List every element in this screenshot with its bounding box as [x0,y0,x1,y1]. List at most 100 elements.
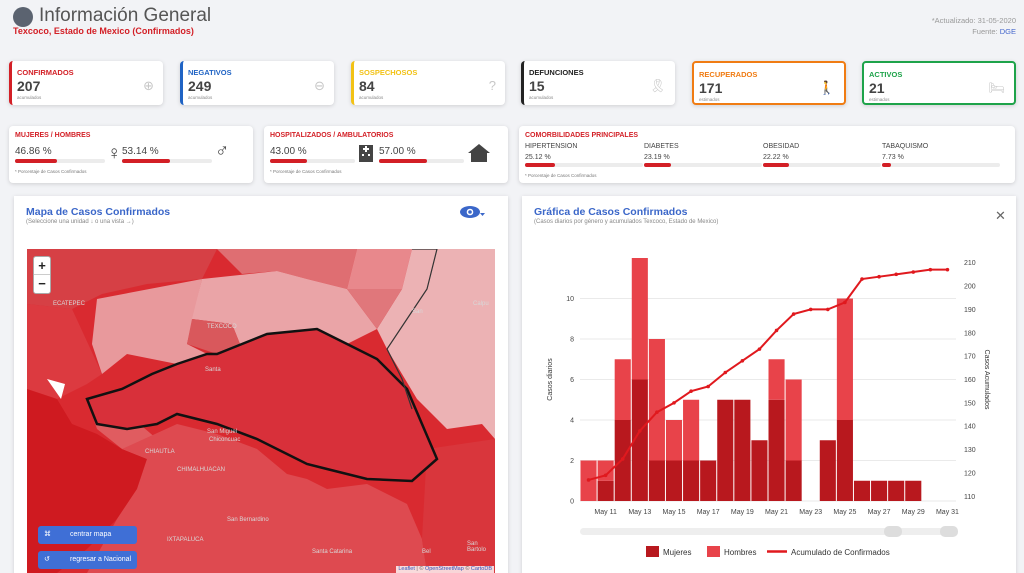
map-place-label: Santa Catarina [312,549,353,555]
map-region-north[interactable] [217,249,357,289]
map-place-label: ECATEPEC [53,301,85,307]
stat-card-defunciones: DEFUNCIONES 15 acumulados 🎗 [521,61,675,105]
question-circle-icon: ? [488,78,496,93]
y-left-tick-label: 2 [570,458,574,465]
stat-value: 249 [188,78,212,94]
leaflet-link[interactable]: Leaflet [398,566,415,572]
map-region-east[interactable] [377,249,495,439]
comorbidity-name: TABAQUISMO [882,143,929,150]
choropleth-map[interactable]: ECATEPEC Calpu TEXCOCO Santa San Miguel Chico… [27,249,495,573]
stat-card-recuperados: RECUPERADOS 171 estimados 🚶 [692,61,846,105]
bar-mujeres [631,379,648,501]
hospitalized-bar [270,159,355,163]
bar-mujeres [751,440,768,501]
map-region-south[interactable] [87,424,427,573]
map-region-papalotla[interactable] [347,289,402,329]
osm-link[interactable]: OpenStreetMap [424,566,464,572]
stat-value: 207 [17,78,41,94]
map-region-north-west[interactable] [27,249,217,309]
y-left-tick-label: 4 [570,418,574,425]
map-attribution: Leaflet | © OpenStreetMap © CartoDB [396,566,494,573]
chart-title: Gráfica de Casos Confirmados [534,206,688,218]
bar-hombres [631,258,648,380]
bar-mujeres [836,420,853,501]
map-region-texcoco-selected[interactable] [85,327,439,483]
stat-card-confirmados: CONFIRMADOS 207 acumulados ⊕ [9,61,163,105]
bed-icon: 🛏 [988,80,1005,95]
map-region-west[interactable] [27,304,102,399]
cumulative-point [826,307,830,312]
comorbidity-percent: 25.12 % [525,154,551,161]
cases-chart: 0 2 4 6 8 10 110 120 130 140 150 160 170 180 190 200 210… [547,258,990,557]
y-right-tick-label: 110 [964,494,975,501]
x-tick-label: May 29 [902,509,925,516]
map-region-atenco[interactable] [92,279,207,374]
comorbidities-title: COMORBILIDADES PRINCIPALES [525,132,639,139]
comorbidity-percent: 7.73 % [882,154,904,161]
y-right-tick-label: 170 [964,354,976,361]
cumulative-point [620,457,625,461]
stat-value: 171 [699,80,723,96]
men-percent: 53.14 % [122,146,159,157]
stat-card-sospechosos: SOSPECHOSOS 84 acumulados? [351,61,505,105]
stat-value: 21 [869,80,885,96]
cumulative-point [586,478,591,482]
y-right-tick-label: 200 [964,284,976,291]
comorbidities-card: COMORBILIDADES PRINCIPALES HIPERTENSION 2… [519,126,1015,183]
bar-hombres [768,359,785,400]
y-left-tick-label: 6 [570,377,574,384]
legend-label-acumulado: Acumulado de Confirmados [791,548,890,557]
map-region-north-east[interactable] [347,249,412,289]
carto-link[interactable]: CartoDB [470,566,492,572]
map-region-south-east[interactable] [422,439,495,573]
cumulative-point [689,389,693,393]
stat-label: CONFIRMADOS [17,68,74,77]
cumulative-point [723,370,728,375]
bar-mujeres [768,399,785,501]
map-region-small[interactable] [187,319,242,354]
cumulative-point [655,410,659,415]
minus-circle-icon: ⊖ [314,78,325,93]
cumulative-point [740,359,745,363]
female-icon: ♀ [107,143,122,164]
hospital-icon [359,145,373,162]
range-slider-handle-right [940,526,958,537]
compress-icon: ⌘ [44,531,51,538]
cumulative-point [877,274,881,279]
hospital-card: HOSPITALIZADOS / AMBULATORIOS 43.00 % 57… [264,126,508,183]
source-link[interactable]: DGE [999,27,1016,36]
view-toggle-eye-icon[interactable] [460,205,485,219]
cumulative-point [672,401,676,405]
back-national-button[interactable]: ↺ regresar a Nacional [38,551,137,569]
zoom-out-button[interactable]: − [38,276,46,291]
hospital-card-title: HOSPITALIZADOS / AMBULATORIOS [270,132,394,139]
bar-mujeres [683,460,700,501]
y-right-tick-label: 210 [964,260,976,267]
center-map-button[interactable]: ⌘ centrar mapa [38,526,137,544]
updated-date: *Actualizado: 31-05-2020 [931,16,1016,25]
cumulative-point [945,267,950,272]
bar-mujeres [734,399,751,501]
male-icon: ♂ [215,141,230,162]
bar-mujeres [717,399,734,501]
map-place-label: CHIMALHUACAN [177,467,226,473]
bar-mujeres [819,440,836,501]
stat-label: DEFUNCIONES [529,68,584,77]
bar-hombres [683,399,700,461]
stat-card-negativos: NEGATIVOS 249 acumulados ⊖ [180,61,334,105]
source-label: Fuente: [972,27,998,36]
map-region-texcoco-north[interactable] [192,271,377,349]
stat-sub: estimados [869,97,890,102]
stat-sub: estimados [699,97,720,102]
page-subtitle: Texcoco, Estado de Mexico (Confirmados) [13,26,194,36]
hospital-footnote: * Porcentaje de Casos Confirmados [270,169,342,174]
stat-sub: acumulados [188,95,213,100]
close-icon[interactable]: ✕ [995,208,1006,223]
gender-card: MUJERES / HOMBRES 46.86 % ♀ 53.14 % ♂ * … [9,126,253,183]
y-right-tick-label: 130 [964,447,976,454]
ambulatory-percent: 57.00 % [379,146,416,157]
map-place-label: Bel [422,549,431,555]
zoom-in-button[interactable]: + [34,257,50,275]
map-place-label: IXTAPALUCA [167,537,204,543]
bar-mujeres [853,480,871,501]
